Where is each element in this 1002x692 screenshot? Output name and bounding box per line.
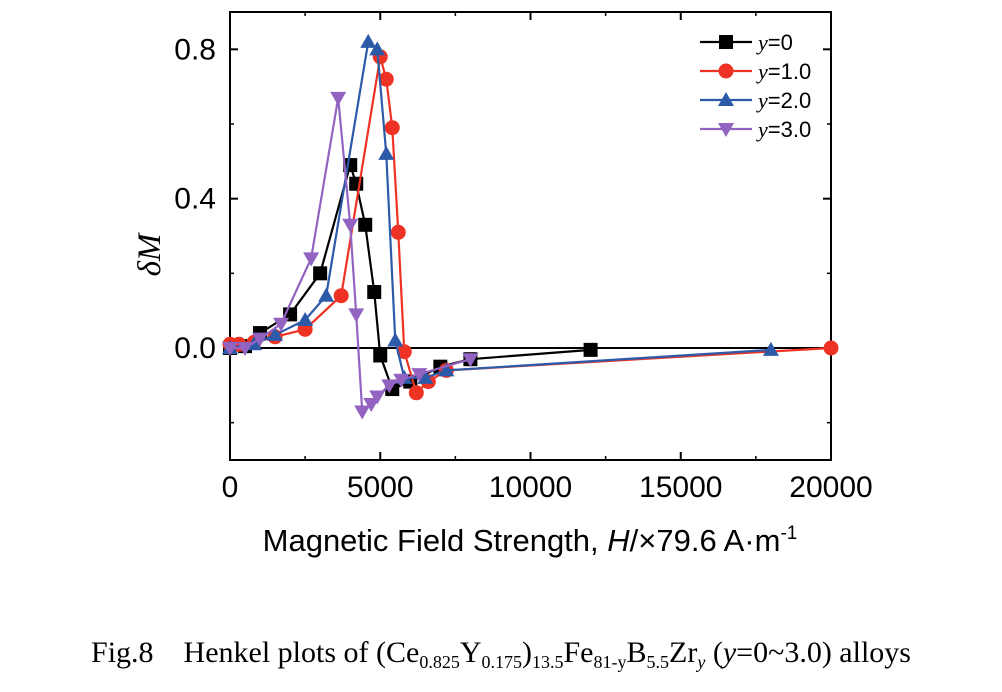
- data-point: [342, 218, 359, 233]
- legend-value: =2.0: [768, 88, 811, 113]
- caption-sub-6: y: [697, 652, 706, 672]
- data-point: [408, 385, 424, 401]
- caption-sub-2: 0.175: [481, 652, 523, 672]
- data-point: [378, 145, 395, 160]
- data-point: [384, 120, 400, 136]
- data-point: [367, 285, 382, 299]
- data-point: [313, 266, 328, 281]
- series-line: [230, 56, 832, 395]
- data-point: [354, 405, 371, 420]
- data-point: [330, 91, 347, 106]
- legend-marker: [719, 35, 733, 49]
- y-tick-label: 0.8: [174, 33, 216, 66]
- legend-label: y=0: [756, 30, 793, 55]
- caption-sub-4: 81-y: [593, 652, 627, 672]
- data-point: [363, 398, 380, 412]
- legend-label: y=1.0: [756, 59, 811, 84]
- data-point: [381, 379, 398, 394]
- x-tick-label: 20000: [789, 471, 872, 504]
- caption-var: y: [722, 636, 737, 669]
- caption-text-3: ): [522, 636, 532, 669]
- legend-value: =3.0: [768, 117, 811, 142]
- caption-text-2: Y: [459, 636, 482, 669]
- y-axis-label: δM: [132, 232, 168, 276]
- data-point: [417, 369, 434, 384]
- legend-label: y=2.0: [756, 88, 811, 113]
- plot-marks: [222, 33, 839, 420]
- figure-caption: Fig.8 Henkel plots of (Ce0.825Y0.175)13.…: [0, 636, 1002, 673]
- caption-text-4: Fe: [563, 636, 594, 669]
- data-point: [273, 317, 290, 332]
- data-point: [378, 71, 394, 87]
- x-tick-label: 0: [222, 471, 239, 504]
- caption-sub-3: 13.5: [532, 652, 564, 672]
- legend-var: y: [756, 88, 768, 113]
- legend-label: y=3.0: [756, 117, 811, 142]
- data-point: [462, 353, 479, 368]
- y-tick-label: 0.4: [174, 183, 216, 216]
- data-point: [411, 368, 428, 383]
- legend-marker: [718, 92, 734, 106]
- x-tick-label: 15000: [639, 471, 722, 504]
- x-axis-label: Magnetic Field Strength, H/×79.6 A·m-1: [263, 523, 798, 558]
- data-point: [438, 362, 455, 377]
- data-point: [390, 224, 406, 240]
- data-point: [373, 348, 388, 363]
- data-point: [237, 342, 254, 356]
- caption-text-5: B: [626, 636, 647, 669]
- data-point: [267, 326, 284, 341]
- data-point: [303, 252, 320, 267]
- x-tick-label: 5000: [347, 471, 414, 504]
- y-tick-label: 0.0: [174, 332, 216, 365]
- legend: y=0y=1.0y=2.0y=3.0: [700, 30, 811, 142]
- data-point: [297, 312, 314, 326]
- data-point: [333, 288, 349, 304]
- legend-var: y: [756, 59, 768, 84]
- data-point: [252, 332, 269, 347]
- legend-var: y: [756, 117, 768, 142]
- legend-marker: [718, 123, 734, 137]
- data-point: [823, 340, 839, 356]
- x-tick-label: 10000: [489, 471, 572, 504]
- legend-marker: [718, 63, 734, 79]
- data-point: [348, 308, 365, 323]
- caption-text-7: (: [705, 636, 723, 669]
- caption-text-1: Henkel plots of (Ce: [183, 636, 420, 669]
- caption-sub-5: 5.5: [646, 652, 670, 672]
- data-point: [387, 332, 404, 347]
- caption-prefix: Fig.8: [91, 636, 154, 669]
- caption-text-6: Zr: [669, 636, 698, 669]
- data-point: [393, 373, 410, 388]
- data-point: [360, 33, 377, 48]
- plot-frame: [229, 11, 832, 461]
- data-point: [358, 217, 373, 232]
- data-point: [762, 341, 779, 356]
- data-point: [369, 41, 386, 56]
- plot-axes: 0 5000 10000 15000 20000 0.0 0.4 0.8: [174, 11, 873, 504]
- data-point: [396, 344, 412, 360]
- data-point: [222, 342, 238, 356]
- legend-value: =0: [768, 30, 793, 55]
- legend-var: y: [756, 30, 768, 55]
- legend-value: =1.0: [768, 59, 811, 84]
- data-point: [318, 287, 335, 302]
- caption-sub-1: 0.825: [419, 652, 460, 672]
- caption-text-8: =0~3.0) alloys: [736, 636, 911, 669]
- data-point: [369, 390, 386, 405]
- data-point: [583, 342, 598, 357]
